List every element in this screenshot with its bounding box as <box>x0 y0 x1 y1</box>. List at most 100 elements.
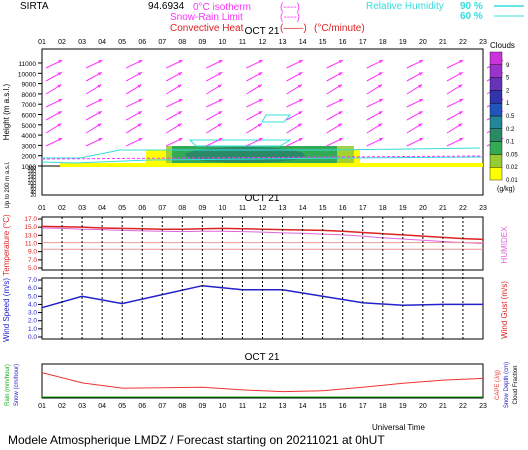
rh-contours <box>41 114 483 164</box>
near-surface-tick-label: 180 <box>28 169 37 175</box>
wind-arrow-head <box>97 84 102 88</box>
hour-tick-label: 19 <box>399 403 407 410</box>
wind-panel-frame <box>41 277 484 340</box>
cloud-fraction-axis-label: Cloud Fraction <box>513 365 519 404</box>
hour-tick-label: 09 <box>198 39 206 46</box>
wind-arrow-head <box>218 60 223 64</box>
hour-tick-label: 07 <box>158 39 166 46</box>
height-tick-label: 6000 <box>22 113 37 120</box>
wind-arrow-head <box>58 99 63 103</box>
near-surface-tick-label: 80 <box>30 184 36 190</box>
near-surface-tick-label: 140 <box>28 175 37 181</box>
wind-arrow-head <box>218 138 223 142</box>
y-tick-label: 11.0 <box>25 241 38 248</box>
legend-convective: Convective Heat <box>170 23 244 34</box>
cape-axis-label: CAPE (J/g) <box>495 370 501 400</box>
hour-tick-label: 18 <box>379 205 387 212</box>
hour-tick-label: 20 <box>419 403 427 410</box>
hour-tick-label: 12 <box>259 39 267 46</box>
temperature-axis-label: Temperature (°C) <box>2 214 11 276</box>
y-tick-label: 7.0 <box>28 257 37 264</box>
y-tick-label: 13.0 <box>24 232 37 239</box>
height-tick-label: 3000 <box>22 143 37 150</box>
precip-panel: Rain (mm/hour) Snow (cm/hour) CAPE (J/g)… <box>5 362 519 408</box>
cloud-profile-panel: 1100010000900080007000600050004000300020… <box>2 41 518 209</box>
wind-arrow-head <box>459 138 464 142</box>
wind-arrow-head <box>378 123 383 127</box>
hour-tick-label: 15 <box>319 403 327 410</box>
near-surface-tick-label: 100 <box>28 181 37 187</box>
hour-tick-label: 23 <box>479 403 487 410</box>
hour-tick-label: 04 <box>98 403 106 410</box>
height-tick-label: 8000 <box>22 92 37 99</box>
hour-tick-label: 03 <box>78 205 86 212</box>
y-tick-label: 5.0 <box>28 265 37 272</box>
precip-panel-frame <box>41 363 484 399</box>
hour-tick-label: 19 <box>399 39 407 46</box>
wind-arrow-head <box>137 72 142 76</box>
hour-tick-label: 01 <box>38 205 46 212</box>
hour-tick-label: 20 <box>419 205 427 212</box>
wind-arrow-head <box>177 123 182 127</box>
wind-arrow-head <box>419 99 424 103</box>
colorbar-label: 2 <box>506 88 510 94</box>
hour-tick-label: 06 <box>138 39 146 46</box>
hour-tick-label: 11 <box>239 205 246 212</box>
hour-tick-label: 14 <box>299 403 307 410</box>
wind-arrow-head <box>97 111 102 115</box>
legend-snow-rain-symbol: (----) <box>280 12 300 23</box>
near-surface-tick-label: 20 <box>30 193 36 199</box>
wind-arrow-head <box>338 72 343 76</box>
hour-tick-label: 03 <box>78 403 86 410</box>
colorbar-label: 0.5 <box>506 114 515 120</box>
wind-arrow-head <box>298 138 303 142</box>
wind-arrow-head <box>418 123 423 127</box>
hour-tick-label: 05 <box>118 205 126 212</box>
hour-tick-label: 02 <box>58 403 66 410</box>
near-surface-tick-label: 200 <box>28 166 37 172</box>
colorbar-swatch <box>489 102 503 117</box>
wind-arrow-head <box>378 99 383 103</box>
wind-arrow-head <box>338 60 343 64</box>
colorbar-swatch <box>489 64 503 78</box>
hour-tick-label: 06 <box>138 403 146 410</box>
wind-gust-axis-label: Wind Gust (m/s) <box>500 281 509 339</box>
wind-panel: 0.01.02.03.0 4.05.06.07.0 Wind Speed (m/s… <box>2 277 509 342</box>
wind-arrow-head <box>378 72 383 76</box>
wind-arrow-head <box>178 72 183 76</box>
wind-arrow-head <box>178 60 183 64</box>
wind-arrow-head <box>258 72 263 76</box>
wind-arrow-head <box>298 60 303 64</box>
hour-tick-label: 05 <box>118 39 126 46</box>
hour-tick-label: 21 <box>439 205 447 212</box>
y-tick-label: 6.0 <box>28 285 37 292</box>
wind-arrow-head <box>177 84 182 88</box>
hour-tick-label: 08 <box>178 403 186 410</box>
wind-arrow-head <box>378 111 383 115</box>
height-tick-label: 4000 <box>22 133 37 140</box>
rain-axis-label: Rain (mm/hour) <box>5 364 11 406</box>
colorbar-title: Clouds <box>490 41 515 50</box>
hour-tick-label: 14 <box>299 39 307 46</box>
wind-arrow-head <box>58 60 63 64</box>
hour-tick-label: 09 <box>198 205 206 212</box>
legend-convective-symbol: (——) <box>280 23 307 34</box>
wind-arrow-head <box>338 138 343 142</box>
time-gridlines <box>61 217 464 339</box>
cloud-panel-yticks: 11000 10000 9000 8000 7000 6000 5000 4000 3000 20… <box>18 61 42 199</box>
wind-arrow-head <box>138 138 143 142</box>
hour-tick-label: 14 <box>299 205 307 212</box>
wind-arrow-head <box>178 138 183 142</box>
date-top: OCT 21 <box>245 26 280 37</box>
hour-tick-label: 17 <box>359 403 367 410</box>
y-tick-label: 1.0 <box>28 326 37 333</box>
colorbar-label: 0.02 <box>506 165 518 171</box>
wind-arrow-head <box>458 123 463 127</box>
wind-arrow-head <box>459 99 464 103</box>
hour-tick-label: 06 <box>138 205 146 212</box>
wind-arrow-head <box>57 123 62 127</box>
model-footer: Modele Atmospherique LMDZ / Forecast sta… <box>8 433 385 447</box>
colorbar-label: 1 <box>506 101 510 107</box>
hour-tick-label: 02 <box>58 39 66 46</box>
